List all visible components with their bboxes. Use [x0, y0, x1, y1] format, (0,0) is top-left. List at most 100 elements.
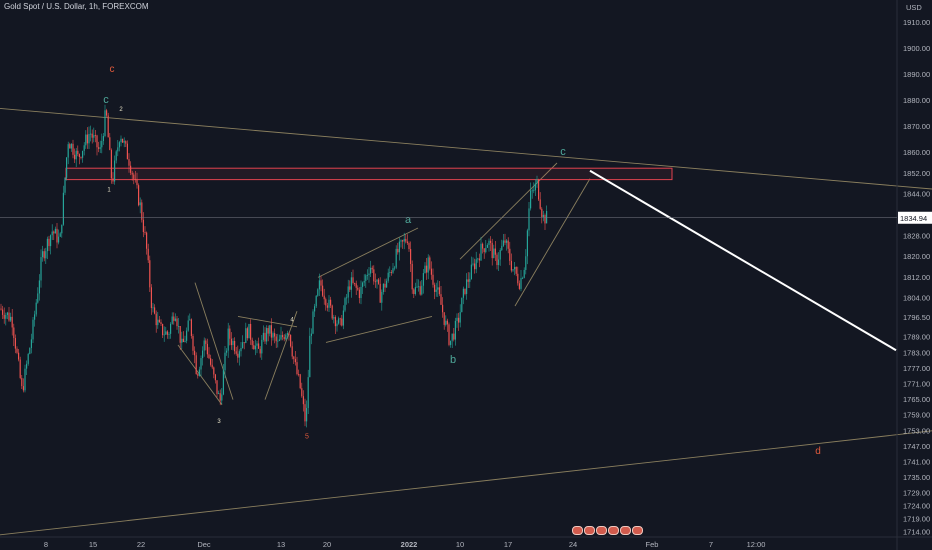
candle-body: [426, 265, 428, 273]
candle-body: [109, 137, 111, 150]
y-tick-label: 1735.00: [903, 473, 930, 482]
wave-label: c: [110, 64, 115, 75]
candle-body: [466, 279, 468, 294]
candle-body: [176, 318, 178, 327]
candle-body: [496, 254, 498, 266]
wave-label: d: [815, 446, 821, 457]
candle-body: [126, 143, 128, 160]
candle-body: [173, 316, 175, 321]
candle-body: [30, 339, 32, 348]
current-price-label: 1834.94: [900, 214, 927, 223]
candle-body: [102, 136, 104, 141]
resistance-zone[interactable]: [65, 167, 673, 181]
candle-body: [443, 312, 445, 325]
candle-body: [366, 275, 368, 276]
candle-body: [294, 358, 296, 363]
trendline-channel-1[interactable]: [194, 282, 234, 400]
x-tick-label: 7: [709, 540, 713, 549]
event-badge[interactable]: [584, 526, 595, 535]
candle-body: [198, 369, 200, 376]
candle-body: [394, 267, 396, 269]
time-scale[interactable]: 8 15 22 Dec 13 20 2022 10 17 24 Feb 7 12:00: [0, 536, 932, 549]
wave-label: 4: [290, 318, 294, 324]
candle-body: [59, 233, 61, 237]
candle-body: [66, 157, 68, 178]
candle-body: [501, 245, 503, 251]
candle-body: [224, 352, 226, 371]
candle-body: [330, 299, 332, 306]
candle-body: [309, 335, 311, 378]
projection-arrow-line[interactable]: [589, 169, 897, 352]
candle-body: [19, 359, 21, 378]
candle-body: [122, 138, 124, 143]
trendline-abc-a-upper[interactable]: [317, 227, 419, 278]
wave-label: c: [103, 94, 109, 106]
candle-body: [75, 150, 77, 160]
trendline-wedge-top[interactable]: [237, 315, 298, 328]
event-badge[interactable]: [596, 526, 607, 535]
candle-body: [206, 343, 208, 355]
y-tick-label: 1771.00: [903, 380, 930, 389]
candle-body: [358, 289, 360, 298]
candle-body: [182, 338, 184, 342]
candle-body: [323, 295, 325, 300]
candle-body: [528, 208, 530, 231]
candle-body: [518, 283, 520, 289]
candle-body: [50, 235, 52, 247]
candle-body: [269, 325, 271, 334]
candle-body: [14, 338, 16, 349]
candle-body: [526, 230, 528, 257]
x-tick-label: Dec: [197, 540, 211, 549]
candle-body: [194, 350, 196, 356]
event-badge[interactable]: [620, 526, 631, 535]
candle-body: [40, 257, 42, 281]
resistance-zone-rect[interactable]: [65, 167, 673, 181]
trendline-abc-c-lower[interactable]: [514, 178, 591, 307]
trendline-abc-a-lower[interactable]: [325, 315, 433, 343]
candle-body: [136, 179, 138, 186]
candle-body: [226, 350, 228, 353]
candle-body: [243, 342, 245, 344]
candle-body: [123, 141, 125, 143]
candle-body: [238, 351, 240, 358]
candle-body: [114, 160, 116, 182]
candle-body: [347, 286, 349, 298]
candle-body: [106, 110, 108, 116]
candle-body: [117, 147, 119, 152]
trendlines[interactable]: [0, 107, 932, 536]
candle-body: [422, 273, 424, 286]
candle-body: [315, 295, 317, 307]
trendline-abc-c-upper[interactable]: [459, 162, 558, 260]
candle-body: [293, 356, 295, 359]
candle-body: [531, 190, 533, 192]
candle-body: [499, 250, 501, 260]
candle-body: [382, 283, 384, 292]
candle-body: [483, 248, 485, 253]
projection-line[interactable]: [589, 169, 897, 352]
candle-body: [221, 394, 223, 401]
candle-body: [195, 355, 197, 375]
candle-body: [542, 215, 544, 217]
candle-body: [360, 286, 362, 298]
event-badges[interactable]: [572, 526, 643, 535]
candle-body: [35, 302, 37, 315]
y-tick-label: 1812.00: [903, 273, 930, 282]
event-badge[interactable]: [608, 526, 619, 535]
trendline-upper-triangle[interactable]: [0, 107, 932, 190]
trendline-lower-triangle[interactable]: [0, 430, 932, 536]
event-badge[interactable]: [632, 526, 643, 535]
event-badge[interactable]: [572, 526, 583, 535]
candle-body: [22, 386, 24, 391]
candle-body: [88, 133, 90, 144]
candle-body: [515, 266, 517, 274]
candle-body: [402, 240, 404, 242]
x-tick-label: 20: [323, 540, 331, 549]
candle-body: [181, 338, 183, 343]
candle-body: [429, 257, 431, 269]
candle-body: [3, 314, 5, 319]
candle-body: [416, 286, 418, 288]
candle-body: [96, 135, 98, 148]
candle-body: [10, 316, 12, 321]
